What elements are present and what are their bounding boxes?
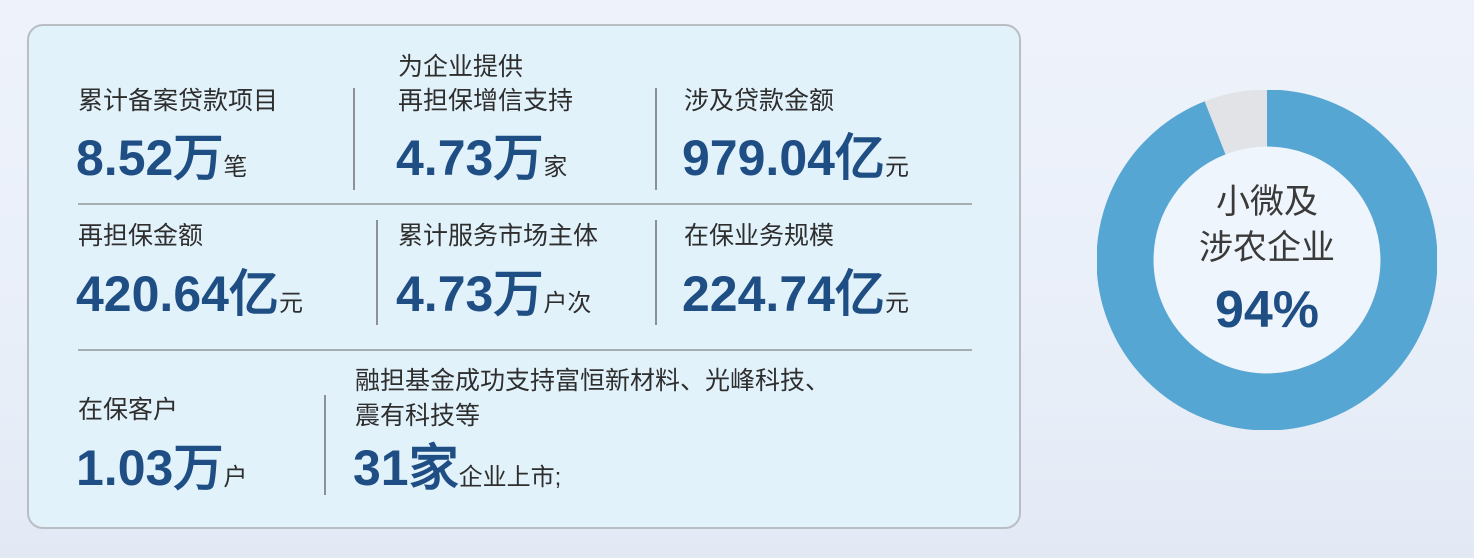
stat-value-in-force-scale: 224.74亿元 xyxy=(682,264,909,334)
stat-value-ipo: 31家企业上市; xyxy=(353,438,561,508)
stat-label-enterprises-line2: 再担保增信支持 xyxy=(398,87,574,115)
stat-value-reguarantee-amount: 420.64亿元 xyxy=(76,264,303,334)
donut-chart xyxy=(1097,90,1437,430)
value: 1.03万 xyxy=(76,440,224,496)
stat-label-clients: 在保客户 xyxy=(78,396,179,424)
donut-fill-segment xyxy=(1097,90,1437,430)
value: 8.52万 xyxy=(76,130,224,186)
donut-label-line1: 小微及 xyxy=(1216,183,1318,221)
unit: 元 xyxy=(884,290,909,317)
stat-value-loan-amount: 979.04亿元 xyxy=(682,128,909,198)
stat-label-ipo-line1: 融担基金成功支持富恒新材料、光峰科技、 xyxy=(355,367,831,395)
unit: 笔 xyxy=(223,154,248,181)
value: 979.04亿 xyxy=(682,130,885,186)
unit: 元 xyxy=(884,154,909,181)
stat-label-reguarantee-amount: 再担保金额 xyxy=(78,222,204,250)
unit: 户次 xyxy=(543,290,592,317)
donut-center xyxy=(1154,147,1380,373)
divider xyxy=(376,220,378,325)
donut-label-line2: 涉农企业 xyxy=(1199,229,1335,267)
unit: 户 xyxy=(223,464,248,491)
stat-label-loan-amount: 涉及贷款金额 xyxy=(684,87,835,115)
value: 4.73万 xyxy=(396,130,544,186)
divider xyxy=(655,220,657,325)
divider xyxy=(353,88,355,190)
stats-card xyxy=(27,24,1021,529)
donut-percent: 94% xyxy=(1214,281,1320,339)
value: 224.74亿 xyxy=(682,266,885,322)
value: 420.64亿 xyxy=(76,266,279,322)
stat-value-loan-projects: 8.52万笔 xyxy=(76,128,247,198)
stat-label-enterprises-line1: 为企业提供 xyxy=(398,53,524,81)
value: 4.73万 xyxy=(396,266,544,322)
stat-label-in-force-scale: 在保业务规模 xyxy=(684,222,835,250)
divider xyxy=(78,349,972,351)
divider xyxy=(78,203,972,205)
stat-value-enterprises: 4.73万家 xyxy=(396,128,567,198)
stat-value-clients: 1.03万户 xyxy=(76,438,247,508)
divider xyxy=(655,88,657,190)
unit: 元 xyxy=(278,290,303,317)
stat-label-loan-projects: 累计备案贷款项目 xyxy=(78,87,279,115)
unit: 企业上市; xyxy=(458,464,562,491)
stat-value-market-entities: 4.73万户次 xyxy=(396,264,591,334)
divider xyxy=(324,395,326,495)
unit: 家 xyxy=(543,154,568,181)
stat-label-ipo-line2: 震有科技等 xyxy=(355,402,481,430)
value: 31家 xyxy=(353,440,459,496)
stat-label-market-entities: 累计服务市场主体 xyxy=(398,222,599,250)
